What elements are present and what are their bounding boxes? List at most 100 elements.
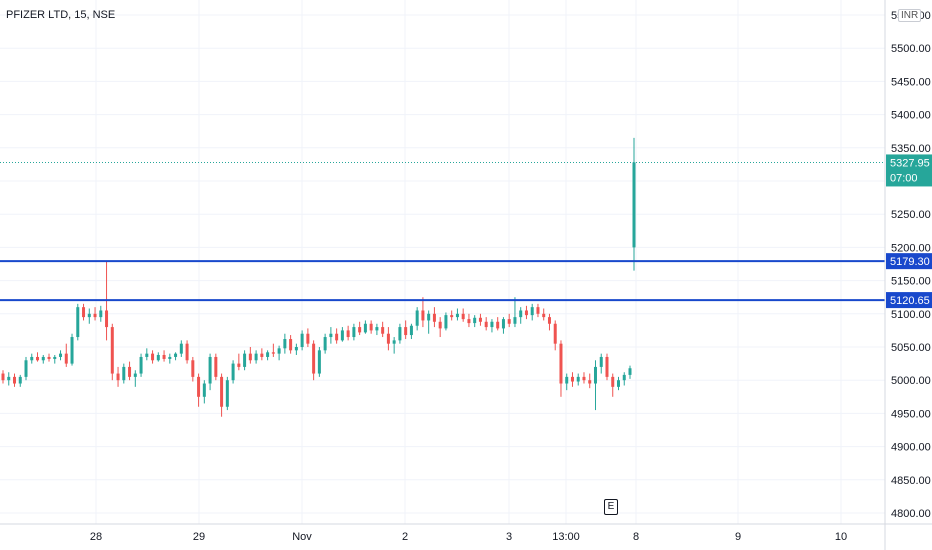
candle-body bbox=[467, 319, 471, 324]
price-tick-label: 4850.00 bbox=[891, 475, 931, 487]
candle-body bbox=[335, 333, 339, 341]
candle-body bbox=[294, 347, 298, 351]
candle-body bbox=[289, 339, 293, 351]
candle-body bbox=[243, 353, 247, 367]
candle-body bbox=[352, 327, 356, 338]
horizontal-levels[interactable] bbox=[0, 161, 885, 302]
candle-body bbox=[18, 376, 22, 384]
candle-body bbox=[392, 340, 396, 344]
price-tick-label: 5400.00 bbox=[891, 110, 931, 122]
candle-body bbox=[369, 323, 373, 331]
candle-body bbox=[64, 353, 68, 364]
candle-body bbox=[415, 310, 419, 326]
candle-body bbox=[306, 333, 310, 344]
candle-body bbox=[254, 353, 258, 361]
candle-body bbox=[570, 376, 574, 382]
price-tick-label: 5150.00 bbox=[891, 276, 931, 288]
candle-body bbox=[490, 321, 494, 328]
candle-body bbox=[559, 343, 563, 384]
candle-body bbox=[611, 376, 615, 387]
candle-body bbox=[99, 310, 103, 318]
price-tags: 5179.30 5120.65 5327.95 07:00 bbox=[886, 154, 932, 309]
candle-body bbox=[455, 313, 459, 318]
candle-body bbox=[513, 317, 517, 324]
candle-body bbox=[24, 360, 28, 377]
price-axis[interactable]: 4800.00 4850.00 4900.00 4950.00 5000.00 5050.… bbox=[884, 0, 931, 550]
level-price-tag bbox=[886, 253, 932, 270]
candle-body bbox=[82, 307, 86, 318]
candle-body bbox=[404, 327, 408, 336]
candle-body bbox=[168, 356, 172, 359]
candle-body bbox=[110, 327, 114, 374]
candle-body bbox=[605, 356, 609, 377]
candle-body bbox=[622, 374, 626, 381]
candle-body bbox=[375, 327, 379, 331]
candle-body bbox=[323, 337, 327, 351]
candle-body bbox=[628, 368, 632, 375]
candle-body bbox=[576, 376, 580, 382]
candle-body bbox=[553, 323, 557, 344]
candle-body bbox=[317, 350, 321, 374]
level-price-label: 5179.30 bbox=[890, 256, 930, 268]
candle-body bbox=[139, 356, 143, 374]
candle-body bbox=[76, 307, 80, 338]
symbol-title: PFIZER LTD, 15, NSE bbox=[6, 9, 116, 21]
candle-body bbox=[536, 307, 540, 314]
candle-body bbox=[588, 380, 592, 384]
candle-body bbox=[220, 376, 224, 407]
time-tick-label: 10 bbox=[835, 531, 847, 543]
candle-body bbox=[208, 356, 212, 384]
time-tick-label: 8 bbox=[633, 531, 639, 543]
earnings-event-marker[interactable]: E bbox=[604, 499, 618, 515]
time-tick-label: 29 bbox=[193, 531, 205, 543]
candle-body bbox=[524, 310, 528, 316]
candle-body bbox=[582, 376, 586, 381]
candle-body bbox=[593, 366, 597, 384]
candle-body bbox=[70, 337, 74, 364]
candle-body bbox=[496, 321, 500, 329]
candle-body bbox=[358, 327, 362, 333]
time-tick-label: 9 bbox=[735, 531, 741, 543]
candle-body bbox=[547, 317, 551, 324]
bar-countdown-label: 07:00 bbox=[890, 172, 918, 184]
candle-body bbox=[185, 343, 189, 361]
candle-body bbox=[133, 373, 137, 377]
candle-body bbox=[271, 352, 275, 354]
candle-body bbox=[128, 366, 132, 377]
candle-body bbox=[277, 348, 281, 354]
candle-body bbox=[432, 313, 436, 322]
candle-body bbox=[260, 353, 264, 357]
candle-body bbox=[145, 353, 149, 357]
time-tick-label: 13:00 bbox=[552, 531, 580, 543]
candle-body bbox=[427, 313, 431, 321]
time-tick-label: 3 bbox=[506, 531, 512, 543]
candle-body bbox=[329, 333, 333, 338]
candle-body bbox=[53, 356, 57, 359]
currency-label[interactable]: INR bbox=[898, 9, 922, 22]
candle-body bbox=[179, 343, 183, 354]
candle-body bbox=[438, 321, 442, 329]
candle-body bbox=[266, 352, 270, 357]
price-tick-label: 5500.00 bbox=[891, 43, 931, 55]
candle-body bbox=[501, 319, 505, 329]
candle-body bbox=[7, 376, 11, 381]
candle-body bbox=[300, 333, 304, 347]
candle-body bbox=[616, 380, 620, 387]
time-axis[interactable]: 28 29 Nov 2 3 13:00 8 9 10 bbox=[0, 523, 932, 543]
time-tick-label: 28 bbox=[90, 531, 102, 543]
price-tick-label: 5000.00 bbox=[891, 375, 931, 387]
candle-body bbox=[340, 330, 344, 341]
candle-body bbox=[542, 313, 546, 318]
candle-body bbox=[151, 353, 155, 361]
candle-body bbox=[283, 339, 287, 349]
candle-body bbox=[13, 376, 17, 384]
candle-body bbox=[381, 327, 385, 334]
candle-body bbox=[519, 310, 523, 318]
candle-body bbox=[87, 313, 91, 318]
candle-body bbox=[450, 315, 454, 318]
time-tick-label: Nov bbox=[292, 531, 312, 543]
candles bbox=[1, 137, 636, 417]
candle-body bbox=[93, 313, 97, 318]
